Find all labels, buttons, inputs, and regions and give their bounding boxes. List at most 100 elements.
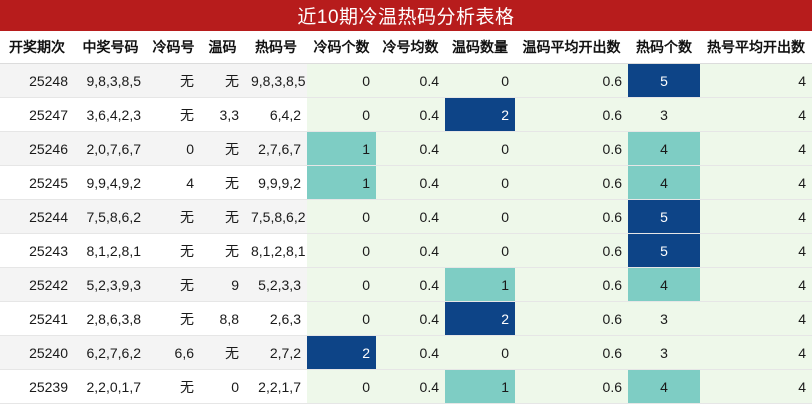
col-header-warm: 温码 — [200, 31, 245, 64]
cell-hot-count: 3 — [628, 335, 700, 370]
col-header-hot: 热码号 — [245, 31, 307, 64]
cell-cold-count: 1 — [307, 131, 376, 166]
cell-period: 25241 — [0, 301, 74, 336]
cell-period: 25243 — [0, 233, 74, 268]
cell-cold-count: 0 — [307, 267, 376, 302]
cell-hot: 6,4,2 — [245, 97, 307, 132]
cell-cold: 无 — [147, 97, 200, 132]
cell-numbers: 9,8,3,8,5 — [74, 63, 147, 98]
cell-warm-avg: 0.6 — [515, 267, 628, 302]
cell-numbers: 2,8,6,3,8 — [74, 301, 147, 336]
cell-hot-avg: 4 — [700, 335, 812, 370]
cold-warm-hot-table: 开奖期次 中奖号码 冷码号 温码 热码号 冷码个数 冷号均数 温码数量 温码平均… — [0, 31, 812, 404]
cell-warm: 0 — [200, 369, 245, 404]
cell-warm-avg: 0.6 — [515, 63, 628, 98]
cell-cold: 0 — [147, 131, 200, 166]
cell-period: 25246 — [0, 131, 74, 166]
cell-hot-avg: 4 — [700, 97, 812, 132]
table-row: 25239 2,2,0,1,7 无 0 2,2,1,7 0 0.4 1 0.6 4 4 — [0, 369, 812, 404]
cell-cold-count: 0 — [307, 301, 376, 336]
cell-hot: 5,2,3,3 — [245, 267, 307, 302]
col-header-period: 开奖期次 — [0, 31, 74, 64]
table-row: 25240 6,2,7,6,2 6,6 无 2,7,2 2 0.4 0 0.6 3 4 — [0, 335, 812, 370]
cell-cold-avg: 0.4 — [376, 63, 445, 98]
cell-numbers: 6,2,7,6,2 — [74, 335, 147, 370]
cell-hot: 2,6,3 — [245, 301, 307, 336]
cell-numbers: 9,9,4,9,2 — [74, 165, 147, 200]
table-row: 25241 2,8,6,3,8 无 8,8 2,6,3 0 0.4 2 0.6 3 4 — [0, 301, 812, 336]
col-header-warm-count: 温码数量 — [445, 31, 515, 64]
cell-warm-avg: 0.6 — [515, 335, 628, 370]
cell-hot-count: 5 — [628, 199, 700, 234]
cell-hot-avg: 4 — [700, 199, 812, 234]
cell-warm-avg: 0.6 — [515, 369, 628, 404]
cell-hot: 8,1,2,8,1 — [245, 233, 307, 268]
cell-numbers: 3,6,4,2,3 — [74, 97, 147, 132]
cell-warm-count: 0 — [445, 63, 515, 98]
cell-cold: 4 — [147, 165, 200, 200]
cell-cold-avg: 0.4 — [376, 301, 445, 336]
cell-cold: 无 — [147, 199, 200, 234]
col-header-cold-count: 冷码个数 — [307, 31, 376, 64]
col-header-cold-avg: 冷号均数 — [376, 31, 445, 64]
cell-numbers: 2,0,7,6,7 — [74, 131, 147, 166]
cell-warm-avg: 0.6 — [515, 233, 628, 268]
cell-cold: 无 — [147, 369, 200, 404]
cell-hot: 2,7,6,7 — [245, 131, 307, 166]
cell-warm: 9 — [200, 267, 245, 302]
cell-warm-avg: 0.6 — [515, 165, 628, 200]
cell-hot: 7,5,8,6,2 — [245, 199, 307, 234]
table-title: 近10期冷温热码分析表格 — [0, 0, 812, 31]
cell-warm: 无 — [200, 233, 245, 268]
cell-warm-avg: 0.6 — [515, 131, 628, 166]
cell-cold-avg: 0.4 — [376, 165, 445, 200]
cell-numbers: 2,2,0,1,7 — [74, 369, 147, 404]
cell-warm-avg: 0.6 — [515, 97, 628, 132]
cell-cold-avg: 0.4 — [376, 335, 445, 370]
cell-hot-count: 3 — [628, 97, 700, 132]
col-header-hot-avg: 热号平均开出数 — [700, 31, 812, 64]
cell-period: 25239 — [0, 369, 74, 404]
cell-warm-avg: 0.6 — [515, 199, 628, 234]
cell-cold-count: 0 — [307, 63, 376, 98]
table-row: 25248 9,8,3,8,5 无无 9,8,3,8,5 0 0.4 0 0.6 5 4 — [0, 63, 812, 98]
cell-hot-avg: 4 — [700, 301, 812, 336]
cell-hot-avg: 4 — [700, 63, 812, 98]
cell-cold: 无 — [147, 301, 200, 336]
cell-hot: 2,7,2 — [245, 335, 307, 370]
cell-cold: 6,6 — [147, 335, 200, 370]
table-row: 25247 3,6,4,2,3 无 3,3 6,4,2 0 0.4 2 0.6 3 4 — [0, 97, 812, 132]
cell-hot-count: 4 — [628, 131, 700, 166]
cell-hot-avg: 4 — [700, 369, 812, 404]
cell-warm: 无 — [200, 335, 245, 370]
cell-warm: 无 — [200, 165, 245, 200]
col-header-warm-avg: 温码平均开出数 — [515, 31, 628, 64]
cell-cold-count: 0 — [307, 369, 376, 404]
cell-cold-count: 1 — [307, 165, 376, 200]
cell-cold-avg: 0.4 — [376, 267, 445, 302]
cell-numbers: 8,1,2,8,1 — [74, 233, 147, 268]
cell-warm-count: 0 — [445, 233, 515, 268]
cell-hot-count: 4 — [628, 267, 700, 302]
cell-period: 25247 — [0, 97, 74, 132]
cell-cold-avg: 0.4 — [376, 199, 445, 234]
cell-warm: 3,3 — [200, 97, 245, 132]
col-header-hot-count: 热码个数 — [628, 31, 700, 64]
cell-warm-count: 0 — [445, 131, 515, 166]
cell-hot-count: 5 — [628, 63, 700, 98]
cell-warm-count: 1 — [445, 369, 515, 404]
table-row: 25243 8,1,2,8,1 无无 8,1,2,8,1 0 0.4 0 0.6 5 4 — [0, 233, 812, 268]
cell-period: 25245 — [0, 165, 74, 200]
cell-numbers: 7,5,8,6,2 — [74, 199, 147, 234]
cell-hot-avg: 4 — [700, 165, 812, 200]
cell-warm-avg: 0.6 — [515, 301, 628, 336]
cell-period: 25242 — [0, 267, 74, 302]
cell-hot-count: 4 — [628, 165, 700, 200]
col-header-cold: 冷码号 — [147, 31, 200, 64]
table-row: 25246 2,0,7,6,7 0 无 2,7,6,7 1 0.4 0 0.6 4 4 — [0, 131, 812, 166]
table-row: 25244 7,5,8,6,2 无无 7,5,8,6,2 0 0.4 0 0.6 5 4 — [0, 199, 812, 234]
cell-hot: 2,2,1,7 — [245, 369, 307, 404]
cell-warm: 8,8 — [200, 301, 245, 336]
cell-period: 25240 — [0, 335, 74, 370]
cell-cold-count: 0 — [307, 233, 376, 268]
